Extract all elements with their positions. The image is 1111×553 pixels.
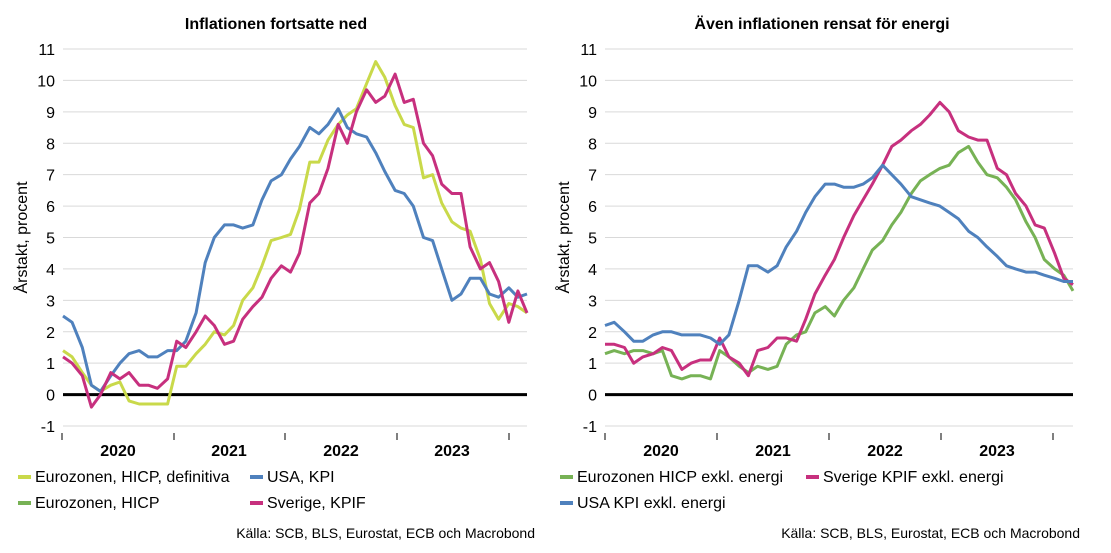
- series-line-1: [605, 100, 1074, 378]
- y-tick-label: 2: [46, 325, 55, 342]
- y-tick-label: -1: [583, 419, 597, 436]
- source-note: Källa: SCB, BLS, Eurostat, ECB och Macro…: [236, 525, 535, 541]
- y-tick-label: 11: [580, 42, 597, 59]
- x-tick-label: 2023: [434, 443, 470, 460]
- chart-title: Även inflationen rensat för energi: [694, 15, 949, 33]
- x-tick-label: 2021: [211, 443, 247, 460]
- y-axis-title: Årstakt, procent: [554, 181, 573, 294]
- y-tick-label: 4: [588, 262, 597, 279]
- y-tick-label: 9: [588, 105, 597, 122]
- y-tick-label: 11: [38, 42, 55, 59]
- x-tick-label: 2022: [867, 443, 903, 460]
- y-tick-label: 5: [588, 231, 597, 248]
- y-tick-label: 7: [46, 168, 55, 185]
- y-tick-label: 8: [46, 136, 55, 153]
- y-tick-label: 10: [37, 73, 55, 90]
- series-line-3: [62, 72, 529, 409]
- legend-entry: USA KPI exkl. energi: [577, 495, 726, 512]
- series-line-1: [62, 107, 528, 393]
- y-tick-label: 3: [46, 293, 55, 310]
- y-tick-label: 8: [588, 136, 597, 153]
- source-note: Källa: SCB, BLS, Eurostat, ECB och Macro…: [781, 525, 1080, 541]
- legend-entry: Sverige KPIF exkl. energi: [823, 469, 1004, 486]
- x-tick-label: 2020: [643, 443, 679, 460]
- y-tick-label: 0: [46, 388, 55, 405]
- x-tick-label: 2023: [979, 443, 1015, 460]
- y-tick-label: 9: [46, 105, 55, 122]
- x-tick-label: 2021: [755, 443, 791, 460]
- legend-entry: Sverige, KPIF: [267, 495, 366, 512]
- y-tick-label: 5: [46, 231, 55, 248]
- y-axis-title: Årstakt, procent: [12, 181, 31, 294]
- y-tick-label: 7: [588, 168, 597, 185]
- y-tick-label: 6: [46, 199, 55, 216]
- y-tick-label: 2: [588, 325, 597, 342]
- chart-title: Inflationen fortsatte ned: [185, 16, 367, 33]
- legend-entry: Eurozonen HICP exkl. energi: [577, 469, 783, 486]
- y-tick-label: 6: [588, 199, 597, 216]
- legend-entry: Eurozonen, HICP, definitiva: [35, 469, 230, 486]
- y-tick-label: 1: [46, 356, 55, 373]
- series-line-2: [604, 163, 1073, 346]
- series-line-0: [62, 60, 528, 406]
- legend-entry: USA, KPI: [267, 469, 335, 486]
- y-tick-label: 3: [588, 293, 597, 310]
- legend-entry: Eurozonen, HICP: [35, 495, 160, 512]
- x-tick-label: 2022: [323, 443, 359, 460]
- y-tick-label: 4: [46, 262, 55, 279]
- y-tick-label: 1: [588, 356, 597, 373]
- series-line-0: [604, 144, 1075, 381]
- x-tick-label: 2020: [100, 443, 136, 460]
- y-tick-label: 10: [579, 73, 597, 90]
- y-tick-label: 0: [588, 388, 597, 405]
- y-tick-label: -1: [41, 419, 55, 436]
